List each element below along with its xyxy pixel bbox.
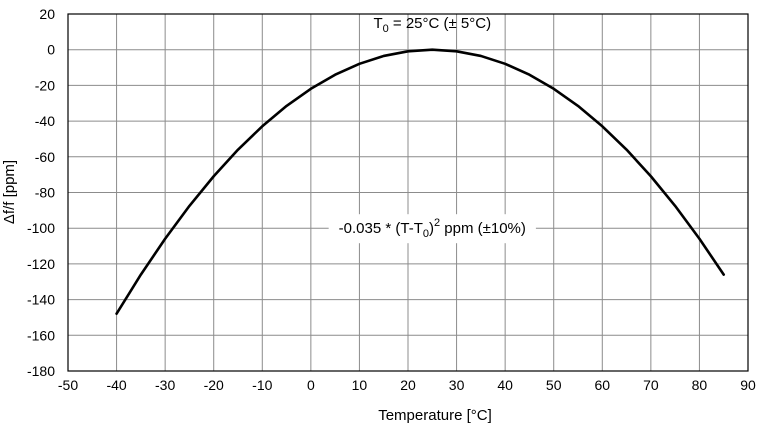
- x-tick-label: 20: [400, 377, 416, 393]
- y-tick-label: -100: [27, 220, 55, 236]
- annotation-layer: T0 = 25°C (± 5°C) -0.035 * (T-T0)2 ppm (…: [328, 15, 536, 244]
- x-tick-label: -30: [155, 377, 175, 393]
- x-tick-label: -40: [106, 377, 126, 393]
- x-tick-label: 90: [740, 377, 756, 393]
- x-tick-label: 40: [497, 377, 513, 393]
- x-tick-label: 70: [643, 377, 659, 393]
- y-axis-label: Δf/f [ppm]: [1, 160, 18, 224]
- x-tick-label: 0: [307, 377, 315, 393]
- x-tick-label: 10: [352, 377, 368, 393]
- x-tick-label: 50: [546, 377, 562, 393]
- t0-annotation: T0 = 25°C (± 5°C): [373, 15, 491, 35]
- formula-annotation: -0.035 * (T-T0)2 ppm (±10%): [339, 217, 526, 240]
- y-tick-label: -60: [35, 149, 55, 165]
- y-tick-label: -80: [35, 185, 55, 201]
- y-tick-label: 20: [39, 6, 55, 22]
- y-tick-label: 0: [47, 42, 55, 58]
- y-tick-label: -180: [27, 363, 55, 379]
- y-tick-labels: 20 0 -20 -40 -60 -80 -100 -120 -140 -160 -180: [27, 6, 55, 379]
- y-tick-label: -160: [27, 327, 55, 343]
- x-axis-label: Temperature [°C]: [378, 407, 492, 424]
- y-tick-label: -40: [35, 113, 55, 129]
- x-tick-label: -10: [252, 377, 272, 393]
- x-tick-label: 60: [594, 377, 610, 393]
- x-tick-label: -50: [58, 377, 78, 393]
- x-tick-label: 30: [449, 377, 465, 393]
- series-layer: [115, 48, 726, 316]
- y-tick-label: -20: [35, 77, 55, 93]
- x-tick-label: -20: [204, 377, 224, 393]
- y-tick-label: -140: [27, 292, 55, 308]
- series-line: [115, 48, 726, 316]
- formula-label-background: [328, 214, 536, 244]
- x-tick-label: 80: [692, 377, 708, 393]
- plot-frame: [67, 13, 749, 372]
- x-tick-labels: -50 -40 -30 -20 -10 0 10 20 30 40 50 60 70 80 90: [58, 377, 756, 393]
- y-tick-label: -120: [27, 256, 55, 272]
